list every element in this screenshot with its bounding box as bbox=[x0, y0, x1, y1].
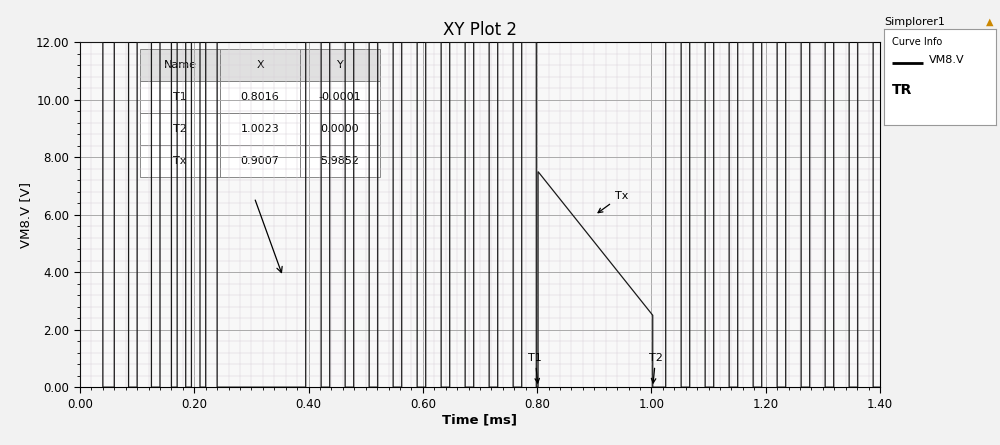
Text: Simplorer1: Simplorer1 bbox=[884, 17, 945, 27]
Text: T2: T2 bbox=[649, 353, 663, 383]
Text: TR: TR bbox=[892, 83, 912, 97]
X-axis label: Time [ms]: Time [ms] bbox=[442, 413, 518, 426]
Title: XY Plot 2: XY Plot 2 bbox=[443, 21, 517, 39]
Y-axis label: VM8.V [V]: VM8.V [V] bbox=[19, 182, 32, 248]
Text: T1: T1 bbox=[528, 353, 542, 383]
Text: VM8.V: VM8.V bbox=[929, 56, 964, 65]
Text: Tx: Tx bbox=[598, 191, 628, 213]
Text: Curve Info: Curve Info bbox=[892, 36, 942, 47]
Text: ▲: ▲ bbox=[986, 17, 993, 27]
